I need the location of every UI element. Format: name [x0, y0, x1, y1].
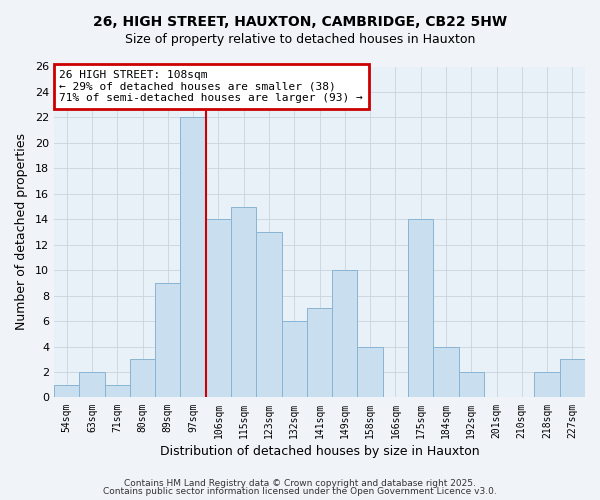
- Bar: [54, 384, 79, 398]
- Bar: [332, 270, 358, 398]
- Bar: [458, 372, 484, 398]
- Bar: [206, 219, 231, 398]
- Bar: [104, 384, 130, 398]
- Bar: [256, 232, 281, 398]
- Bar: [231, 206, 256, 398]
- Bar: [433, 346, 458, 398]
- Text: Size of property relative to detached houses in Hauxton: Size of property relative to detached ho…: [125, 32, 475, 46]
- X-axis label: Distribution of detached houses by size in Hauxton: Distribution of detached houses by size …: [160, 444, 479, 458]
- Bar: [358, 346, 383, 398]
- Bar: [408, 219, 433, 398]
- Bar: [130, 360, 155, 398]
- Text: 26 HIGH STREET: 108sqm
← 29% of detached houses are smaller (38)
71% of semi-det: 26 HIGH STREET: 108sqm ← 29% of detached…: [59, 70, 363, 103]
- Bar: [281, 321, 307, 398]
- Text: Contains public sector information licensed under the Open Government Licence v3: Contains public sector information licen…: [103, 487, 497, 496]
- Y-axis label: Number of detached properties: Number of detached properties: [15, 134, 28, 330]
- Bar: [560, 360, 585, 398]
- Bar: [79, 372, 104, 398]
- Bar: [155, 283, 181, 398]
- Bar: [535, 372, 560, 398]
- Text: Contains HM Land Registry data © Crown copyright and database right 2025.: Contains HM Land Registry data © Crown c…: [124, 478, 476, 488]
- Text: 26, HIGH STREET, HAUXTON, CAMBRIDGE, CB22 5HW: 26, HIGH STREET, HAUXTON, CAMBRIDGE, CB2…: [93, 15, 507, 29]
- Bar: [307, 308, 332, 398]
- Bar: [181, 118, 206, 398]
